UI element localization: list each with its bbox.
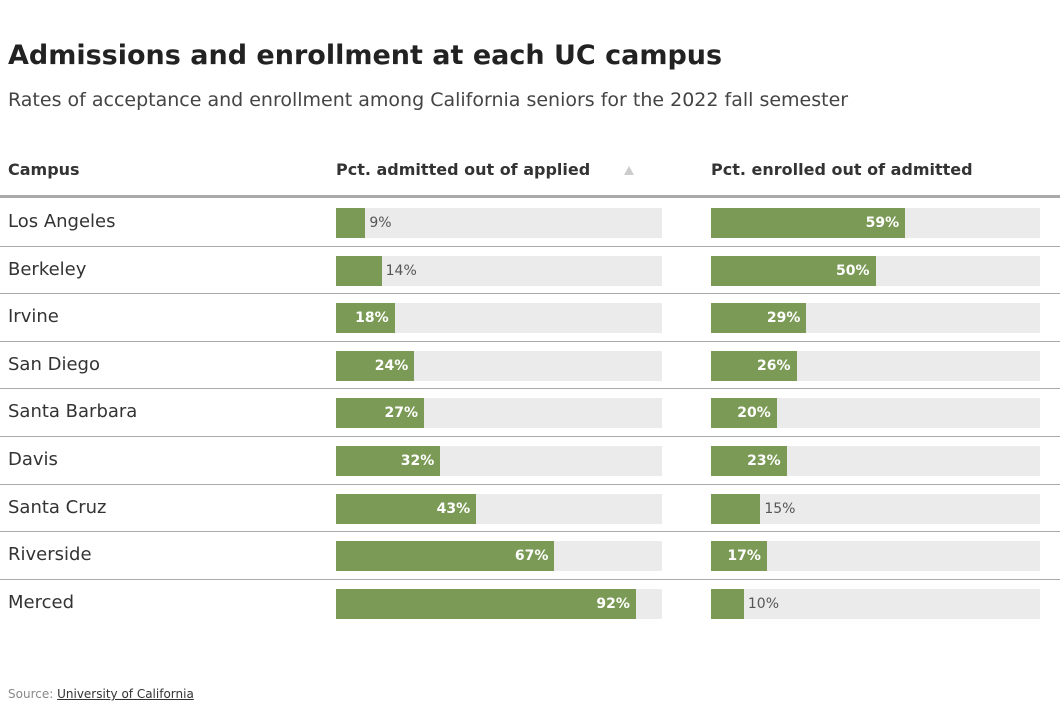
value-label: 20% — [737, 405, 771, 422]
bar-track: 20% — [711, 398, 1040, 429]
bar-track: 17% — [711, 541, 1040, 572]
column-header[interactable]: Pct. enrolled out of admitted — [711, 160, 973, 179]
bar — [711, 208, 906, 238]
bar-track: 14% — [336, 255, 662, 286]
bar — [711, 350, 797, 381]
bar-track: 10% — [711, 588, 1040, 619]
header-rule — [0, 195, 1060, 198]
bar — [711, 541, 767, 572]
bar — [336, 350, 415, 381]
bar — [336, 493, 477, 524]
campus-name: San Diego — [8, 353, 100, 375]
bar-track: 24% — [336, 350, 662, 381]
value-label: 15% — [764, 500, 796, 517]
value-label: 10% — [747, 595, 780, 612]
bar-track: 67% — [336, 541, 662, 572]
value-label: 23% — [747, 453, 781, 469]
bar — [336, 398, 425, 429]
bar — [336, 588, 636, 619]
source-link[interactable]: University of California — [57, 687, 194, 701]
row-divider — [0, 340, 1060, 342]
row-divider — [0, 245, 1060, 247]
bar-track: 15% — [711, 493, 1040, 524]
bar-track: 27% — [336, 398, 662, 429]
sort-icon — [624, 166, 634, 175]
campus-name: Santa Barbara — [8, 401, 138, 423]
bar — [336, 255, 382, 286]
bar-track: 23% — [711, 446, 1040, 476]
value-label: 14% — [385, 262, 417, 279]
campus-name: Davis — [8, 449, 58, 470]
bar-track: 50% — [711, 255, 1040, 286]
bar — [711, 493, 761, 524]
source-label: Source: — [8, 687, 54, 701]
source: Source: University of California — [8, 687, 194, 701]
value-label: 43% — [436, 500, 471, 517]
value-label: 59% — [865, 215, 900, 231]
bar-track: 18% — [336, 303, 662, 334]
bar-track: 9% — [336, 208, 662, 238]
subtitle: Rates of acceptance and enrollment among… — [8, 89, 849, 111]
row-divider — [0, 531, 1060, 533]
row-divider — [0, 388, 1060, 390]
bar — [336, 303, 395, 334]
row-divider — [0, 436, 1060, 437]
bar — [711, 446, 787, 476]
campus-name: Riverside — [8, 544, 92, 566]
row-divider — [0, 293, 1060, 295]
title: Admissions and enrollment at each UC cam… — [8, 40, 723, 71]
value-label: 29% — [766, 310, 801, 327]
value-label: 18% — [355, 310, 389, 327]
campus-name: Berkeley — [8, 258, 87, 280]
bar — [336, 541, 555, 572]
campus-name: Merced — [8, 591, 75, 613]
bar-track: 29% — [711, 303, 1040, 334]
bar-track: 59% — [711, 208, 1040, 238]
bar-track: 26% — [711, 350, 1040, 381]
bar — [711, 255, 876, 286]
bar-track: 92% — [336, 588, 662, 619]
value-label: 67% — [514, 548, 549, 565]
campus-name: Los Angeles — [8, 211, 116, 232]
column-header[interactable]: Pct. admitted out of applied — [336, 160, 591, 179]
value-label: 50% — [835, 262, 870, 279]
value-label: 24% — [374, 357, 409, 374]
bar — [336, 208, 366, 238]
value-label: 32% — [400, 453, 435, 469]
value-label: 26% — [757, 357, 791, 374]
bar — [336, 446, 441, 476]
campus-name: Santa Cruz — [8, 496, 107, 518]
column-header[interactable]: Campus — [8, 160, 80, 179]
campus-name: Irvine — [8, 306, 59, 328]
value-label: 27% — [384, 405, 419, 422]
value-label: 17% — [727, 548, 761, 565]
bar-track: 32% — [336, 446, 662, 476]
bar-track: 43% — [336, 493, 662, 524]
value-label: 92% — [596, 595, 630, 612]
bar — [711, 588, 744, 619]
value-label: 9% — [369, 215, 392, 231]
row-divider — [0, 578, 1060, 580]
row-divider — [0, 483, 1060, 485]
bar — [711, 398, 777, 429]
bar — [711, 303, 807, 334]
